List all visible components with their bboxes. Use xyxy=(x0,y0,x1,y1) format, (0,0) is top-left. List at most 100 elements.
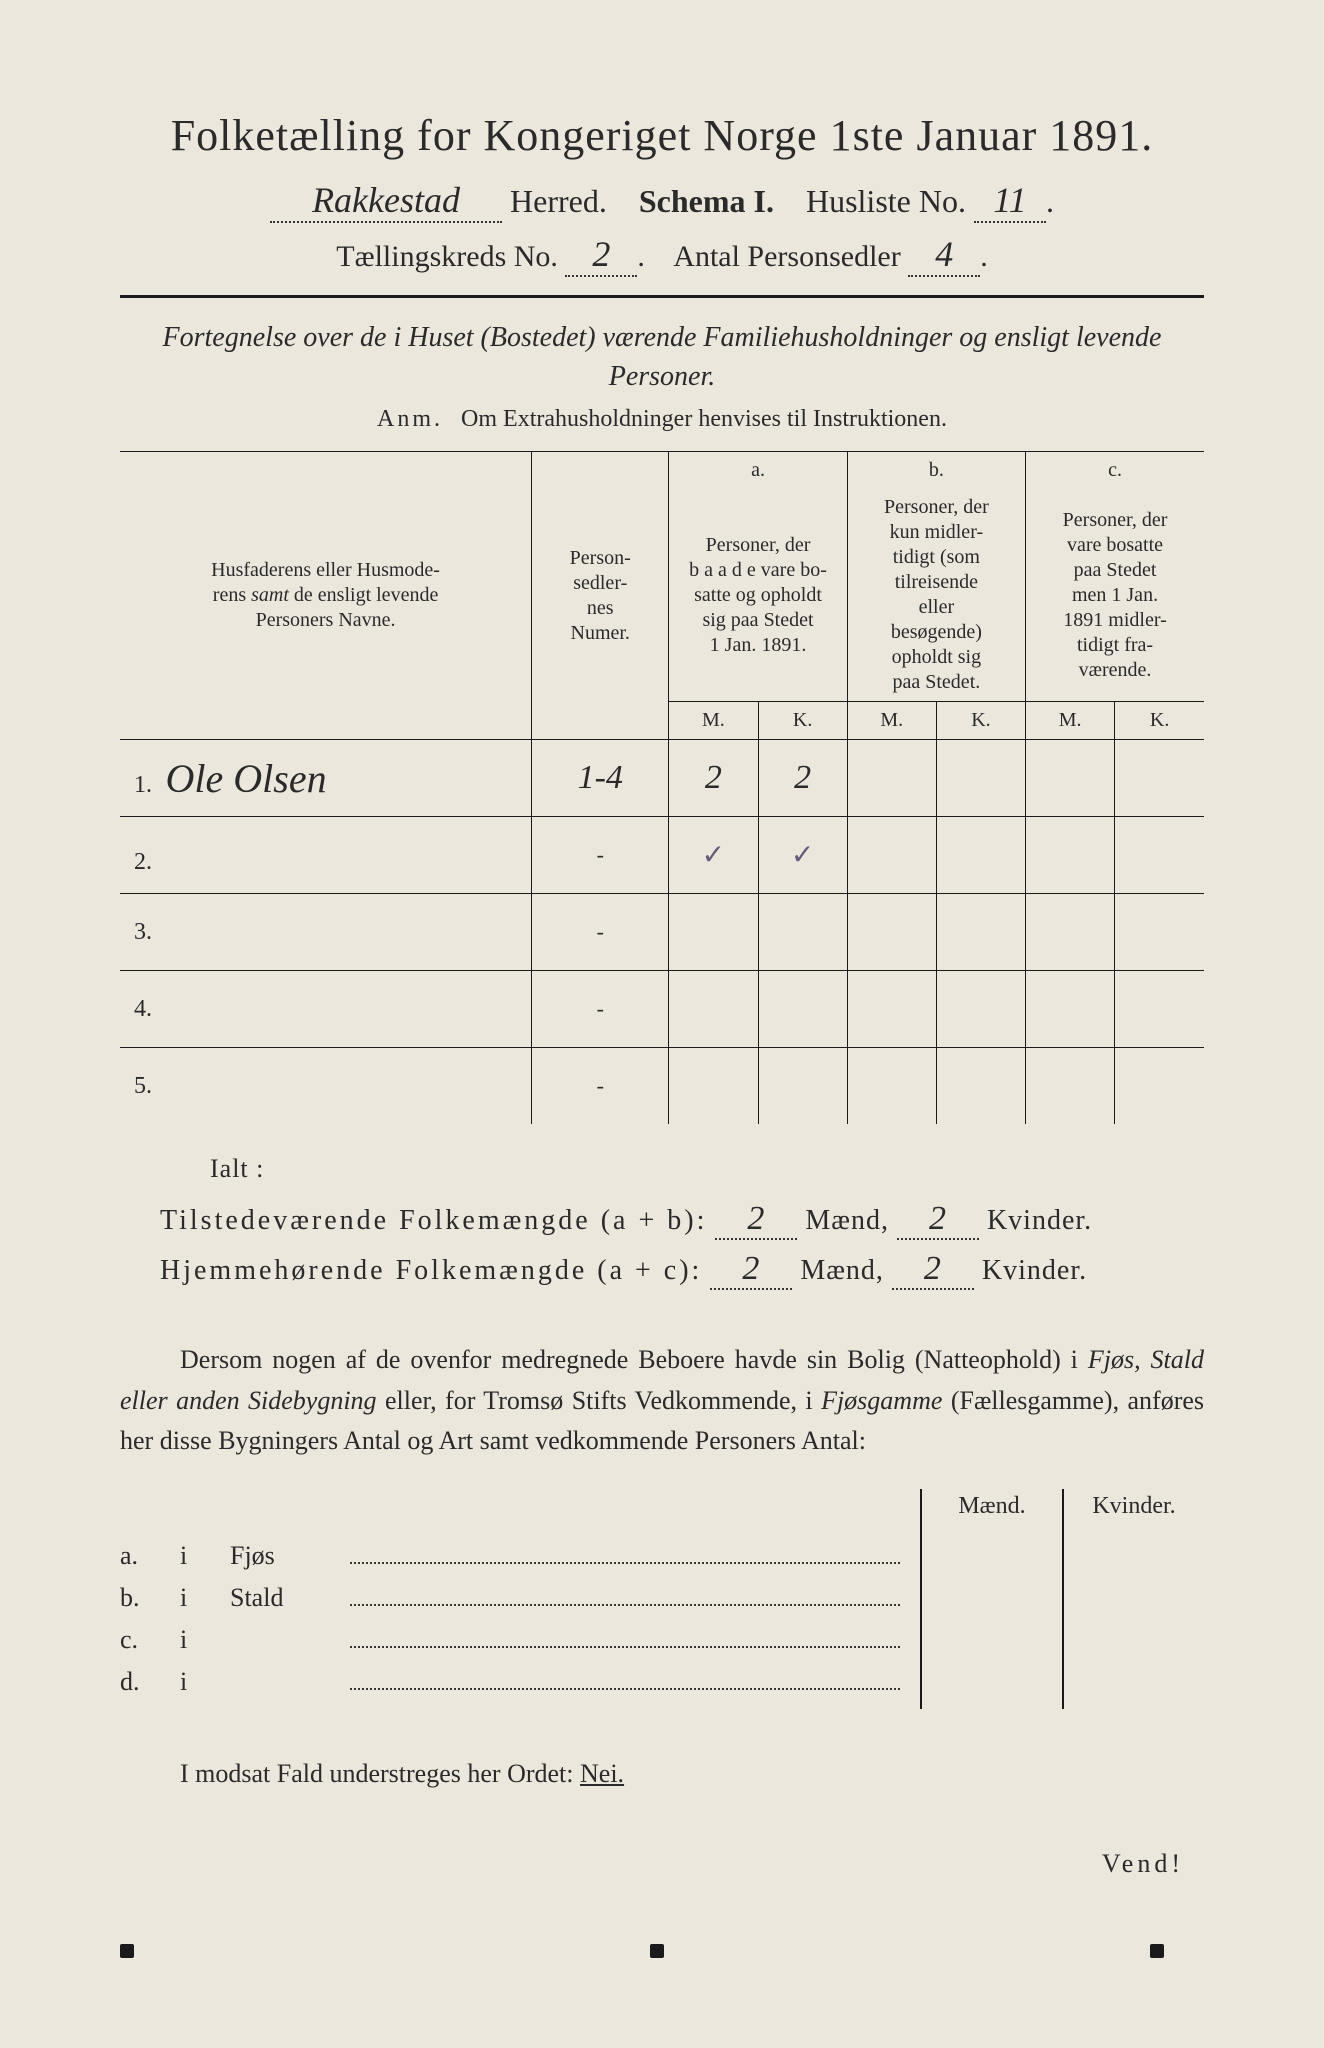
bldg-i: i xyxy=(180,1583,230,1613)
modsat-line: I modsat Fald understreges her Ordet: Ne… xyxy=(180,1759,1204,1789)
bldg-lab: a. xyxy=(120,1541,180,1571)
present-k: 2 xyxy=(897,1200,979,1240)
hdr-a-top: a. xyxy=(669,452,847,490)
antal-label: Antal Personsedler xyxy=(673,240,900,273)
row-num: 5. xyxy=(134,1073,160,1100)
row-numcell: - xyxy=(532,817,669,894)
table-row: 3. - xyxy=(120,894,1204,971)
ialt-label: Ialt : xyxy=(210,1154,1204,1184)
present-label: Tilstedeværende Folkemængde (a + b): xyxy=(160,1205,707,1236)
row-num: 3. xyxy=(134,919,160,946)
totals-present: Tilstedeværende Folkemængde (a + b): 2 M… xyxy=(160,1200,1204,1240)
hdr-b: Personer, derkun midler-tidigt (somtilre… xyxy=(847,489,1025,702)
anm-lead: Anm. xyxy=(377,406,443,432)
census-form-page: Folketælling for Kongeriget Norge 1ste J… xyxy=(0,0,1324,2048)
maend-label: Mænd, xyxy=(805,1205,889,1236)
herred-value: Rakkestad xyxy=(270,179,502,223)
cell-am: ✓ xyxy=(702,840,725,871)
kreds-label: Tællingskreds No. xyxy=(336,240,558,273)
table-row: 2. - ✓ ✓ xyxy=(120,817,1204,894)
kvinder-label: Kvinder. xyxy=(982,1255,1087,1286)
building-list: a. i Fjøs b. i Stald c. i d. i xyxy=(120,1489,900,1709)
anm-line: Anm. Om Extrahusholdninger henvises til … xyxy=(120,406,1204,433)
hdr-b-k: K. xyxy=(936,702,1025,740)
hdr-c-k: K. xyxy=(1115,702,1204,740)
totals-resident: Hjemmehørende Folkemængde (a + c): 2 Mæn… xyxy=(160,1250,1204,1290)
cell-ak: ✓ xyxy=(791,840,814,871)
bldg-lab: c. xyxy=(120,1625,180,1655)
punch-hole-icon xyxy=(1150,1944,1164,1958)
hdr-a: Personer, derb a a d e vare bo-satte og … xyxy=(669,489,847,702)
building-paragraph: Dersom nogen af de ovenfor medregnede Be… xyxy=(120,1340,1204,1461)
header-line-kreds: Tællingskreds No. 2. Antal Personsedler … xyxy=(120,233,1204,277)
row-num: 4. xyxy=(134,996,160,1023)
hdr-c-top: c. xyxy=(1026,452,1204,490)
modsat-pre: I modsat Fald understreges her Ordet: xyxy=(180,1759,574,1788)
bldg-row: b. i Stald xyxy=(120,1583,900,1613)
anm-text: Om Extrahusholdninger henvises til Instr… xyxy=(461,406,947,432)
bldg-col-kvinder: Kvinder. xyxy=(1062,1489,1204,1709)
cell-am: 2 xyxy=(705,759,722,796)
hdr-b-m: M. xyxy=(847,702,936,740)
herred-label: Herred. xyxy=(510,183,607,219)
cell-ck xyxy=(1115,817,1204,894)
hdr-c: Personer, dervare bosattepaa Stedetmen 1… xyxy=(1026,489,1204,702)
cell-bm xyxy=(847,817,936,894)
hdr-a-k: K. xyxy=(758,702,847,740)
row-name: Ole Olsen xyxy=(166,756,327,801)
schema-label: Schema I. xyxy=(639,183,774,219)
bldg-kvinder-h: Kvinder. xyxy=(1064,1489,1204,1534)
row-numcell: - xyxy=(532,971,669,1048)
row-num: 1. xyxy=(134,772,160,799)
building-cols: Mænd. Kvinder. xyxy=(920,1489,1204,1709)
hdr-num: Person-sedler-nesNumer. xyxy=(532,452,669,740)
bldg-i: i xyxy=(180,1667,230,1697)
building-block: a. i Fjøs b. i Stald c. i d. i xyxy=(120,1489,1204,1709)
table-row: 5. - xyxy=(120,1048,1204,1125)
cell-cm xyxy=(1026,740,1115,817)
row-numcell: - xyxy=(532,1048,669,1125)
kvinder-label: Kvinder. xyxy=(987,1205,1092,1236)
row-num: 2. xyxy=(134,849,160,876)
table-row: 1. Ole Olsen 1-4 2 2 xyxy=(120,740,1204,817)
dots xyxy=(350,1603,900,1606)
punch-hole-icon xyxy=(120,1944,134,1958)
divider xyxy=(120,295,1204,298)
antal-value: 4 xyxy=(908,233,980,277)
bldg-row: c. i xyxy=(120,1625,900,1655)
cell-ak: 2 xyxy=(794,759,811,796)
bldg-col-maend: Mænd. xyxy=(920,1489,1062,1709)
bldg-lab: d. xyxy=(120,1667,180,1697)
row-numcell: - xyxy=(532,894,669,971)
vend-label: Vend! xyxy=(120,1849,1184,1879)
table-row: 4. - xyxy=(120,971,1204,1048)
subtitle: Fortegnelse over de i Huset (Bostedet) v… xyxy=(120,318,1204,396)
present-m: 2 xyxy=(715,1200,797,1240)
bldg-i: i xyxy=(180,1625,230,1655)
cell-cm xyxy=(1026,817,1115,894)
hdr-b-top: b. xyxy=(847,452,1025,490)
husliste-label: Husliste No. xyxy=(806,183,966,219)
punch-hole-icon xyxy=(650,1944,664,1958)
bldg-maend-h: Mænd. xyxy=(922,1489,1062,1534)
header-line-herred: Rakkestad Herred. Schema I. Husliste No.… xyxy=(120,179,1204,223)
maend-label: Mænd, xyxy=(800,1255,884,1286)
resident-label: Hjemmehørende Folkemængde (a + c): xyxy=(160,1255,702,1286)
page-title: Folketælling for Kongeriget Norge 1ste J… xyxy=(120,110,1204,161)
hdr-names: Husfaderens eller Husmode-rens samt de e… xyxy=(120,452,532,740)
resident-m: 2 xyxy=(710,1250,792,1290)
household-table: Husfaderens eller Husmode-rens samt de e… xyxy=(120,451,1204,1124)
cell-bk xyxy=(936,817,1025,894)
dots xyxy=(350,1561,900,1564)
bldg-i: i xyxy=(180,1541,230,1571)
bldg-row: a. i Fjøs xyxy=(120,1541,900,1571)
cell-bm xyxy=(847,740,936,817)
hdr-c-m: M. xyxy=(1026,702,1115,740)
husliste-value: 11 xyxy=(974,179,1046,223)
cell-bk xyxy=(936,740,1025,817)
bldg-row: d. i xyxy=(120,1667,900,1697)
dots xyxy=(350,1645,900,1648)
hdr-a-m: M. xyxy=(669,702,758,740)
bldg-type: Stald xyxy=(230,1583,350,1613)
resident-k: 2 xyxy=(892,1250,974,1290)
